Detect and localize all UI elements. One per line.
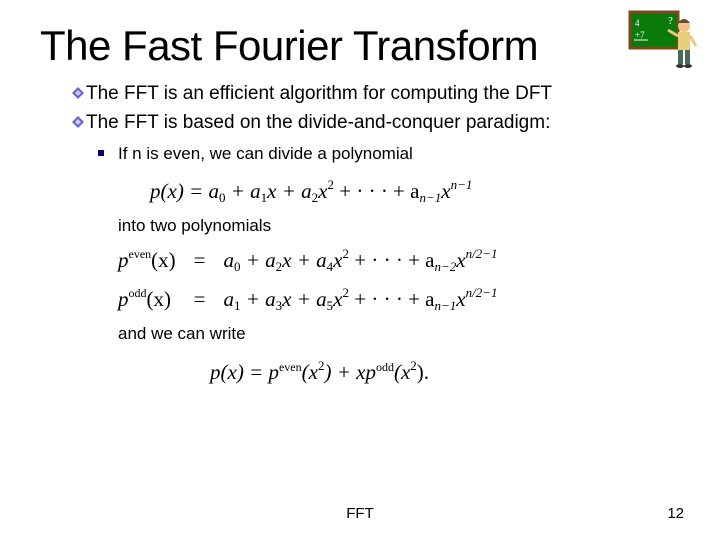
svg-text:?: ? xyxy=(668,15,673,27)
p-odd-label: podd(x) xyxy=(118,287,176,312)
continuation-text-2: and we can write xyxy=(118,324,680,344)
square-bullet-icon xyxy=(98,150,104,156)
formula-final: p(x) = peven(x2) + xpodd(x2). xyxy=(210,360,680,385)
equation-equals-column: = = xyxy=(194,248,206,312)
bullet-text: The FFT is based on the divide-and-conqu… xyxy=(86,111,550,136)
sub-bullet-text: If n is even, we can divide a polynomial xyxy=(118,143,413,165)
equation-left-column: peven(x) podd(x) xyxy=(118,248,176,312)
odd-expansion: a1 + a3x + a5x2 + · · · + an−1xn/2−1 xyxy=(224,287,498,312)
equation-right-column: a0 + a2x + a4x2 + · · · + an−2xn/2−1 a1 … xyxy=(224,248,498,312)
bullet-item: The FFT is an efficient algorithm for co… xyxy=(72,82,680,107)
formula-px: p(x) = a0 + a1x + a2x2 + · · · + an−1xn−… xyxy=(150,179,680,204)
sub-bullet-block: If n is even, we can divide a polynomial xyxy=(98,143,680,165)
bullet-text: The FFT is an efficient algorithm for co… xyxy=(86,82,552,107)
sub-bullet-item: If n is even, we can divide a polynomial xyxy=(98,143,680,165)
svg-text:4: 4 xyxy=(635,18,640,28)
final-equation: p(x) = peven(x2) + xpodd(x2). xyxy=(210,360,429,384)
svg-text:+7: +7 xyxy=(635,30,645,40)
formula-split: peven(x) podd(x) = = a0 + a2x + a4x2 + ·… xyxy=(118,248,680,312)
bullet-item: The FFT is based on the divide-and-conqu… xyxy=(72,111,680,136)
equation-block: peven(x) podd(x) = = a0 + a2x + a4x2 + ·… xyxy=(118,248,680,312)
slide-number: 12 xyxy=(667,505,684,522)
slide-title: The Fast Fourier Transform xyxy=(40,22,680,70)
bullet-list: The FFT is an efficient algorithm for co… xyxy=(72,82,680,135)
footer-label: FFT xyxy=(0,505,720,522)
teacher-chalkboard-illustration: 4 +7 ? xyxy=(628,10,700,72)
equation-text: p(x) = a0 + a1x + a2x2 + · · · + an−1xn−… xyxy=(150,179,472,203)
diamond-bullet-icon xyxy=(72,115,86,133)
even-expansion: a0 + a2x + a4x2 + · · · + an−2xn/2−1 xyxy=(224,248,498,273)
p-even-label: peven(x) xyxy=(118,248,176,273)
diamond-bullet-icon xyxy=(72,86,86,104)
continuation-text: into two polynomials xyxy=(118,216,680,236)
slide: 4 +7 ? The Fast Fourier Transform The FF… xyxy=(0,0,720,540)
